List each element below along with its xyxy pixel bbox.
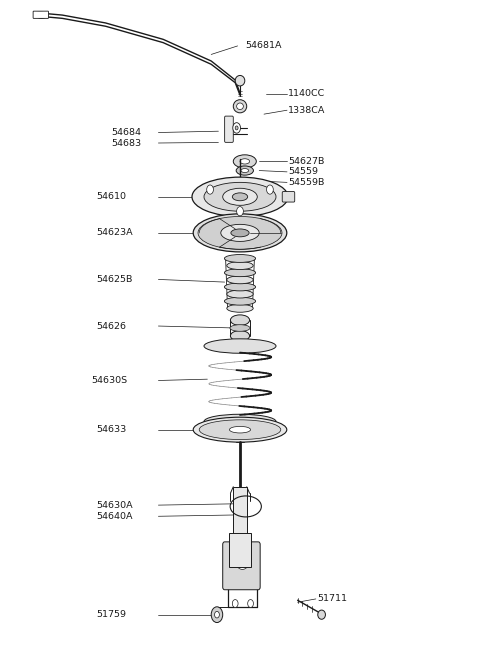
Ellipse shape: [227, 304, 253, 312]
Ellipse shape: [204, 338, 276, 353]
Text: 54559B: 54559B: [288, 178, 324, 187]
Ellipse shape: [232, 193, 248, 201]
Ellipse shape: [233, 100, 247, 113]
Ellipse shape: [233, 155, 256, 168]
Ellipse shape: [235, 75, 245, 86]
Text: 54626: 54626: [96, 321, 126, 331]
FancyBboxPatch shape: [33, 11, 48, 18]
Text: 54684: 54684: [111, 128, 142, 137]
Circle shape: [235, 548, 250, 569]
Text: 1140CC: 1140CC: [288, 89, 325, 98]
Text: 54610: 54610: [96, 192, 126, 201]
FancyBboxPatch shape: [282, 192, 295, 202]
Circle shape: [237, 207, 243, 216]
Text: 54640A: 54640A: [96, 512, 132, 521]
Ellipse shape: [225, 297, 255, 305]
Text: 51759: 51759: [96, 610, 126, 619]
Text: 54630A: 54630A: [96, 501, 132, 510]
Ellipse shape: [225, 255, 255, 262]
Ellipse shape: [318, 610, 325, 619]
Circle shape: [266, 185, 273, 194]
Circle shape: [211, 607, 223, 623]
Circle shape: [232, 600, 238, 607]
Text: 54623A: 54623A: [96, 228, 132, 237]
Ellipse shape: [227, 262, 253, 270]
Text: 54630S: 54630S: [91, 376, 127, 385]
Ellipse shape: [230, 315, 250, 325]
Ellipse shape: [192, 177, 288, 216]
Ellipse shape: [225, 283, 255, 291]
Text: 54627B: 54627B: [288, 157, 324, 166]
Ellipse shape: [221, 224, 259, 241]
Text: 54633: 54633: [96, 425, 126, 434]
Ellipse shape: [230, 331, 250, 341]
Bar: [229, 533, 251, 567]
Ellipse shape: [240, 159, 250, 164]
Bar: [233, 487, 247, 534]
Circle shape: [239, 554, 246, 564]
Circle shape: [235, 126, 238, 130]
Ellipse shape: [204, 182, 276, 211]
Text: 54681A: 54681A: [245, 41, 281, 51]
Ellipse shape: [237, 103, 243, 110]
Text: 54559: 54559: [288, 167, 318, 176]
Circle shape: [207, 185, 214, 194]
Ellipse shape: [236, 166, 253, 175]
Ellipse shape: [227, 290, 253, 298]
Ellipse shape: [231, 229, 249, 237]
Ellipse shape: [199, 420, 281, 440]
Text: 51711: 51711: [317, 594, 347, 604]
Text: 54683: 54683: [111, 138, 142, 148]
Ellipse shape: [204, 415, 276, 429]
Ellipse shape: [225, 269, 255, 277]
Ellipse shape: [223, 188, 257, 205]
Circle shape: [215, 611, 219, 618]
FancyBboxPatch shape: [223, 542, 260, 590]
Ellipse shape: [36, 12, 46, 18]
Ellipse shape: [230, 325, 250, 331]
Text: 54625B: 54625B: [96, 275, 132, 284]
Ellipse shape: [227, 276, 253, 284]
Ellipse shape: [193, 417, 287, 442]
FancyBboxPatch shape: [225, 116, 233, 142]
Ellipse shape: [193, 214, 287, 252]
Circle shape: [248, 600, 253, 607]
Ellipse shape: [241, 169, 249, 173]
Circle shape: [233, 123, 240, 133]
Ellipse shape: [229, 426, 251, 433]
Text: 1338CA: 1338CA: [288, 106, 325, 115]
Ellipse shape: [198, 216, 282, 249]
